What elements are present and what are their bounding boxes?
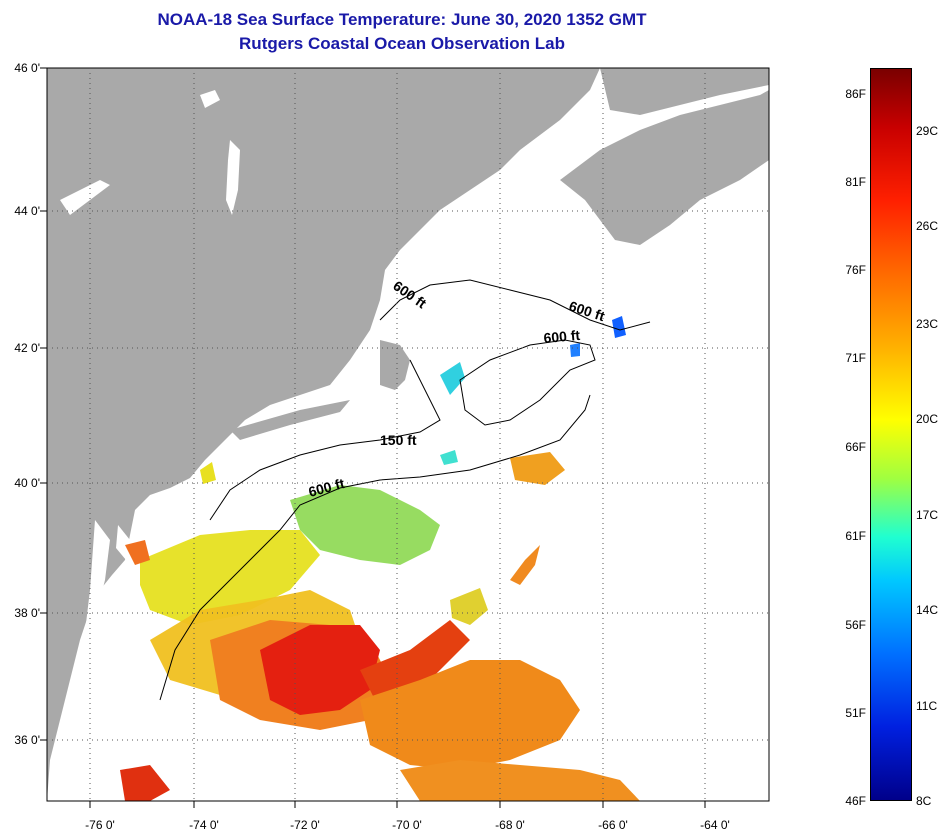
sst-patch-orange-se [360, 660, 580, 770]
colorbar-c-29: 29C [916, 124, 939, 138]
colorbar-f-81: 81F [845, 175, 866, 189]
sst-patch-blue-2 [570, 343, 580, 357]
sst-patch-red-sw [120, 765, 170, 801]
grid-lines [47, 68, 769, 801]
lon-label-64: -64 0' [700, 818, 730, 832]
colorbar-c-8: 8C [916, 794, 932, 808]
lon-label-70: -70 0' [392, 818, 422, 832]
delaware-bay [116, 525, 130, 560]
colorbar-f-86: 86F [845, 87, 866, 101]
contour-georges [459, 339, 596, 426]
sst-patch-orange-streak [510, 545, 540, 585]
contour-label-600ft-3: 600 ft [543, 327, 581, 346]
lake-2 [226, 140, 240, 215]
colorbar-f-46: 46F [845, 794, 866, 808]
colorbar-c-20: 20C [916, 412, 939, 426]
sst-patch-cyan-gom2 [440, 450, 458, 465]
colorbar-c-14: 14C [916, 603, 939, 617]
colorbar-c-23: 23C [916, 317, 939, 331]
land-new-brunswick [600, 68, 769, 115]
land-cape-cod [380, 340, 410, 390]
contour-600ft-gom [379, 279, 651, 331]
colorbar-f-71: 71F [845, 351, 866, 365]
land-mainland [47, 68, 600, 801]
sst-patch-orange-bottom [400, 760, 640, 801]
colorbar-f-61: 61F [845, 529, 866, 543]
colorbar-f-66: 66F [845, 440, 866, 454]
sst-patch-yellow-nj [200, 462, 216, 484]
plot-frame [46, 67, 770, 802]
colorbar-f-76: 76F [845, 263, 866, 277]
lon-label-76: -76 0' [85, 818, 115, 832]
colorbar-c-11: 11C [916, 699, 938, 713]
lake-3 [60, 180, 110, 215]
sst-patch-cyan-gom1 [440, 362, 465, 395]
lat-label-40: 40 0' [14, 476, 40, 490]
lon-label-72: -72 0' [290, 818, 320, 832]
sst-patch-orange-gom [510, 452, 565, 485]
lat-label-36: 36 0' [14, 733, 40, 747]
lat-label-38: 38 0' [14, 606, 40, 620]
lat-label-42: 42 0' [14, 341, 40, 355]
lon-label-66: -66 0' [598, 818, 628, 832]
lat-label-46: 46 0' [14, 61, 40, 75]
sst-patch-red-core [260, 625, 380, 715]
lake-1 [200, 90, 220, 108]
temperature-colorbar [870, 68, 912, 801]
lon-label-68: -68 0' [495, 818, 525, 832]
sst-patch-blue-1 [612, 316, 626, 338]
contour-600ft-shelf [159, 394, 591, 701]
lon-label-74: -74 0' [189, 818, 219, 832]
contour-label-150ft: 150 ft [380, 432, 417, 448]
colorbar-c-26: 26C [916, 219, 939, 233]
sst-patch-orange-sw2 [125, 540, 150, 565]
land-long-island [230, 400, 350, 440]
colorbar-f-56: 56F [845, 618, 866, 632]
sst-patch-yellow-ne [450, 588, 488, 625]
axis-ticks [40, 67, 706, 808]
contour-150ft [209, 359, 441, 521]
sst-patch-red-east [360, 620, 470, 710]
chesapeake-bay [76, 520, 110, 700]
sst-patch-green-north [290, 485, 440, 565]
colorbar-f-51: 51F [845, 706, 866, 720]
map-title: NOAA-18 Sea Surface Temperature: June 30… [157, 10, 647, 29]
colorbar-c-17: 17C [916, 508, 939, 522]
lat-label-44: 44 0' [14, 204, 40, 218]
land-nova-scotia [560, 90, 769, 245]
map-subtitle: Rutgers Coastal Ocean Observation Lab [239, 34, 565, 53]
sst-patch-yellow-coast [140, 530, 320, 625]
